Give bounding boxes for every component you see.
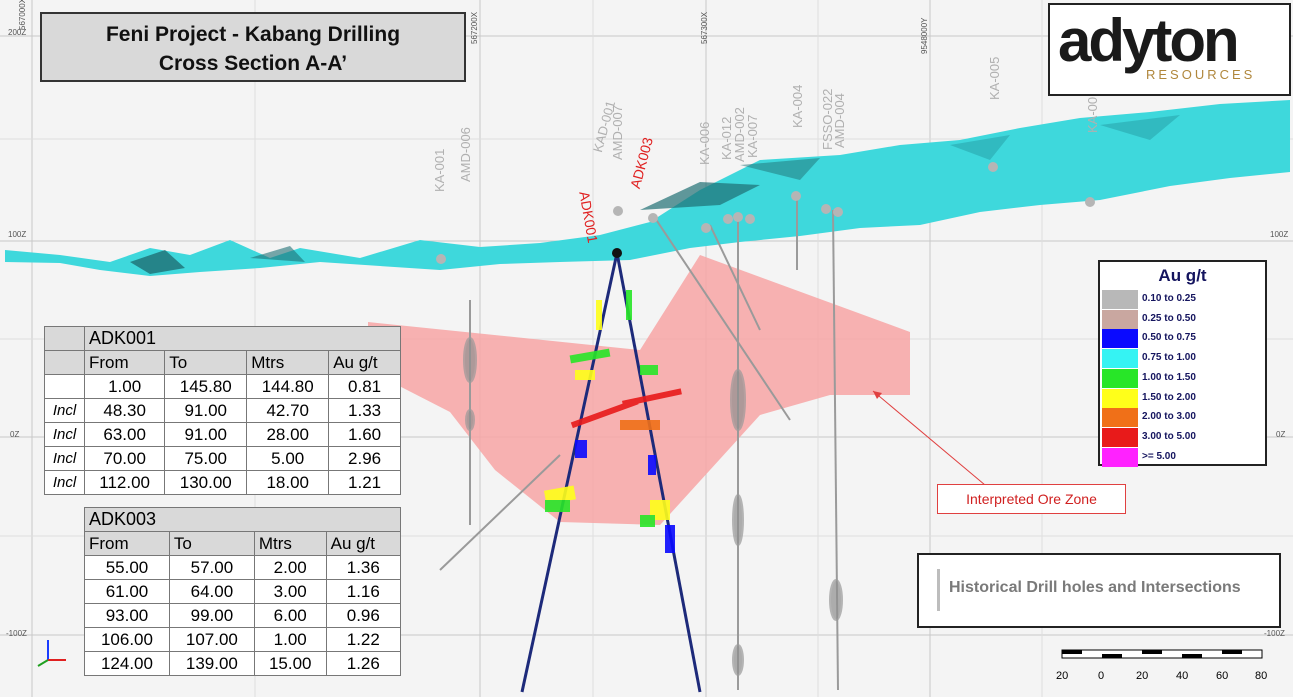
grid-label: 0Z [10,430,20,439]
legend-item: 1.00 to 1.50 [1102,368,1265,388]
grid-label: 567200X [470,11,479,44]
hole-label-ka004: KA-004 [790,84,805,128]
legend-label: 0.50 to 0.75 [1142,332,1196,344]
scale-label: 60 [1216,670,1229,682]
table-row: 61.00 64.00 3.00 1.16 [84,579,402,604]
logo-subtitle: RESOURCES [1146,67,1256,82]
ore-zone-pointer [872,390,986,486]
col-header: From [83,350,166,375]
grid-label: 200Z [8,28,27,37]
legend-swatch [1102,329,1138,349]
hole-label-amd006: AMD-006 [458,127,473,182]
legend-swatch [1102,388,1138,408]
legend-label: 2.00 to 3.00 [1142,411,1196,423]
scale-bar [1061,649,1263,659]
hole-label-ka007: KA-007 [745,114,760,158]
legend-item: 1.50 to 2.00 [1102,388,1265,408]
col-header: Au g/t [325,531,402,556]
scale-label: 20 [1056,670,1069,682]
legend-item: 0.25 to 0.50 [1102,309,1265,329]
grid-label: 100Z [8,230,27,239]
table-row: Incl 63.00 91.00 28.00 1.60 [44,422,401,447]
hole-label-ka00x: KA-00 [1085,96,1100,133]
legend-swatch [1102,447,1138,467]
scale-label: 40 [1176,670,1189,682]
adk003-title: ADK003 [84,507,401,532]
table-row: 124.00 139.00 15.00 1.26 [84,651,402,676]
legend-title: Au g/t [1158,266,1207,285]
col-header: Mtrs [246,350,330,375]
legend-label: 0.25 to 0.50 [1142,312,1196,324]
hole-label-amd004: AMD-004 [832,93,847,148]
table-row: Incl 70.00 75.00 5.00 2.96 [44,446,401,471]
col-header: To [168,531,255,556]
logo-wordmark: adyton [1058,7,1240,74]
grade-legend: Au g/t 0.10 to 0.25 0.25 to 0.50 0.50 to 0… [1098,260,1267,467]
grid-label: 100Z [1270,230,1289,239]
assay-intercepts [544,290,682,553]
scale-label: 20 [1136,670,1149,682]
collar-markers [436,162,1095,264]
interpreted-ore-zone [368,255,910,525]
legend-item: 0.75 to 1.00 [1102,349,1265,369]
scale-label: 0 [1098,670,1105,682]
historical-legend-box: Historical Drill holes and Intersections [917,553,1281,628]
legend-label: 1.50 to 2.00 [1142,391,1196,403]
col-header: To [164,350,248,375]
adk003-table: ADK003 From To Mtrs Au g/t 55.00 57.00 2… [84,507,402,676]
grid-label: -100Z [1264,629,1285,638]
scale-label: 80 [1255,670,1268,682]
historical-label: Historical Drill holes and Intersections [949,579,1241,596]
legend-label: 0.75 to 1.00 [1142,352,1196,364]
title-line-1: Feni Project - Kabang Drilling [105,23,401,46]
legend-item: 2.00 to 3.00 [1102,408,1265,428]
legend-swatch [1102,408,1138,428]
legend-item: 0.50 to 0.75 [1102,329,1265,349]
table-row: 1.00 145.80 144.80 0.81 [44,374,401,399]
legend-swatch [1102,349,1138,369]
section-title: Feni Project - Kabang Drilling Cross Sec… [40,12,466,82]
table-row: Incl 48.30 91.00 42.70 1.33 [44,398,401,423]
legend-label: >= 5.00 [1142,450,1176,462]
col-header: From [84,531,170,556]
grid-label: 567000X [18,0,27,30]
table-row: 55.00 57.00 2.00 1.36 [84,555,402,580]
legend-item: 3.00 to 5.00 [1102,427,1265,447]
table-row: 106.00 107.00 1.00 1.22 [84,627,402,652]
hole-label-ka006: KA-006 [697,121,712,165]
legend-swatch [1102,427,1138,447]
legend-item: 0.10 to 0.25 [1102,290,1265,309]
grid-label: 9548000Y [920,17,929,54]
legend-label: 0.10 to 0.25 [1142,293,1196,304]
title-line-2: Cross Section A-A’ [158,52,348,75]
company-logo: adyton RESOURCES [1048,3,1291,96]
table-row: 93.00 99.00 6.00 0.96 [84,603,402,628]
legend-swatch [1102,309,1138,329]
legend-item: >= 5.00 [1102,447,1265,467]
grid-label: 0Z [1276,430,1286,439]
hole-label-ka001: KA-001 [432,148,447,192]
historical-hole-swatch [937,569,940,611]
axis-triad [37,640,66,667]
legend-label: 1.00 to 1.50 [1142,371,1196,383]
grid-label: -100Z [6,629,27,638]
ore-zone-label: Interpreted Ore Zone [937,484,1126,514]
historical-drill-holes [439,200,843,691]
col-header: Au g/t [328,350,401,375]
hole-label-amd007: AMD-007 [610,105,625,160]
legend-swatch [1102,368,1138,388]
adk001-table: ADK001 From To Mtrs Au g/t 1.00 145.80 1… [44,326,401,495]
hole-label-ka005: KA-005 [987,56,1002,100]
legend-label: 3.00 to 5.00 [1142,430,1196,442]
table-row: Incl 112.00 130.00 18.00 1.21 [44,470,401,495]
adk001-title: ADK001 [84,326,401,351]
col-header: Mtrs [253,531,327,556]
grid-label: 567300X [700,11,709,44]
legend-swatch [1102,290,1138,309]
